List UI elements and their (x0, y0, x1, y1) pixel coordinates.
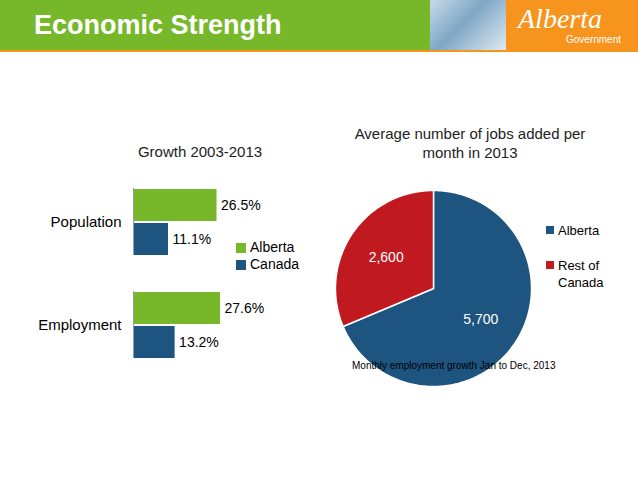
svg-text:2,600: 2,600 (369, 249, 404, 265)
html-text:Growth 2003-2013: Growth 2003-2013 (137, 143, 263, 160)
html-text:Alberta: Alberta (250, 239, 295, 255)
html-text:Rest of Canada: Rest of Canada (558, 258, 604, 290)
html-text:Alberta: Alberta (518, 3, 602, 34)
svg-text:27.6%: 27.6% (225, 300, 265, 316)
html-text:Government: Government (566, 34, 621, 45)
svg-text:13.2%: 13.2% (179, 334, 219, 350)
html-text:Alberta: Alberta (558, 223, 600, 238)
html-text:Economic Strength: Economic Strength (34, 10, 282, 40)
svg-text:Employment: Employment (38, 316, 122, 333)
svg-text:Population: Population (51, 213, 122, 230)
svg-text:5,700: 5,700 (463, 311, 498, 327)
svg-text:26.5%: 26.5% (221, 197, 261, 213)
svg-text:11.1%: 11.1% (172, 231, 211, 247)
html-text:Canada: Canada (250, 256, 299, 272)
html-text:Monthly employment growth Jan: Monthly employment growth Jan to Dec, 20… (352, 360, 556, 371)
html-text:Average number of jobs added p: Average number of jobs added per month i… (354, 125, 586, 161)
